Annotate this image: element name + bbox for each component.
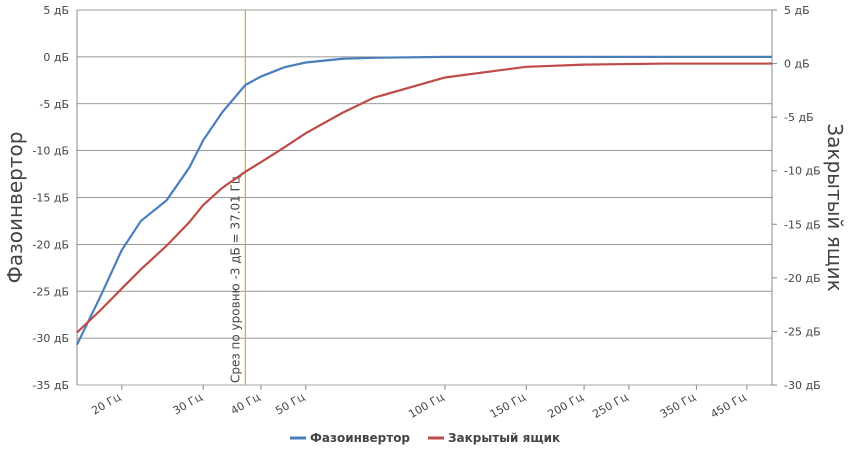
x-tick-label: 30 Гц [171,390,205,417]
y2-tick-label: -15 дБ [784,218,821,231]
legend: Фазоинвертор Закрытый ящик [290,431,560,445]
x-tick-label: 20 Гц [89,390,123,417]
x-tick-label: 450 Гц [708,390,748,421]
y2-axis-title: Закрытый ящик [823,123,847,291]
y2-tick-label: 0 дБ [784,58,810,71]
y-tick-label: -35 дБ [32,379,69,392]
x-tick-label: 350 Гц [658,390,698,421]
x-tick-label: 100 Гц [406,390,446,421]
y2-tick-label: -25 дБ [784,325,821,338]
y-tick-label: -25 дБ [32,285,69,298]
legend-label: Закрытый ящик [448,431,560,445]
x-tick-label: 150 Гц [488,390,528,421]
y2-tick-label: -20 дБ [784,272,821,285]
y-tick-label: -30 дБ [32,332,69,345]
cutoff-label: Срез по уровню -3 дБ = 37.01 Гц [228,176,242,383]
y-axis-title: Фазоинвертор [3,132,27,284]
y-tick-label: -10 дБ [32,145,69,158]
y2-tick-label: -10 дБ [784,165,821,178]
series-line [76,62,772,334]
y-tick-label: -20 дБ [32,238,69,251]
legend-label: Фазоинвертор [310,431,410,445]
x-tick-label: 250 Гц [590,390,630,421]
y2-tick-label: -5 дБ [784,111,814,124]
y-tick-label: 5 дБ [43,4,69,17]
y-tick-label: -5 дБ [39,98,69,111]
series-line [76,55,772,346]
x-tick-label: 200 Гц [546,390,586,421]
y2-tick-label: 5 дБ [784,4,810,17]
y-tick-label: -15 дБ [32,192,69,205]
y-tick-label: 0 дБ [43,51,69,64]
x-tick-label: 50 Гц [273,390,307,417]
x-tick-label: 40 Гц [229,390,263,417]
y2-tick-label: -30 дБ [784,379,821,392]
